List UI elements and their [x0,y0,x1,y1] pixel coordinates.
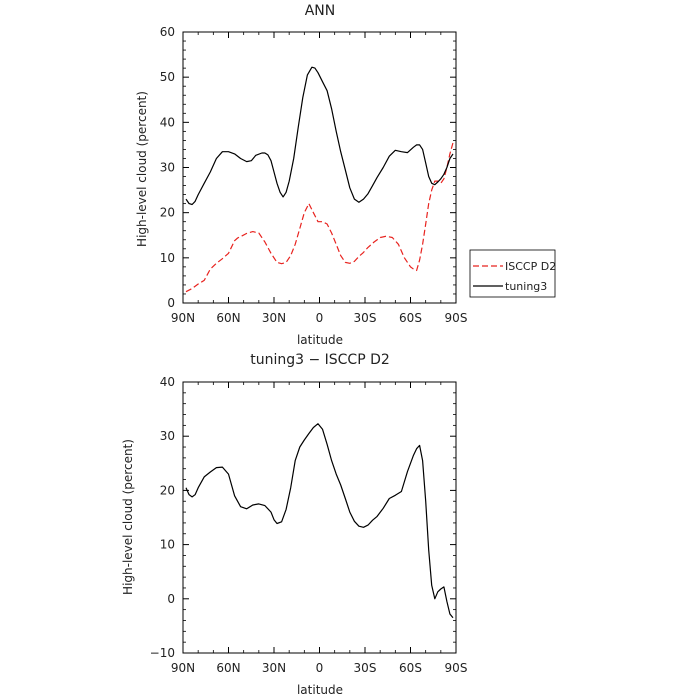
bottom-chart-panel: tuning3 − ISCCP D2 90N 60N 30N 0 30S 60S 90S −1… [121,352,467,697]
top-axis-ticks: 90N 60N 30N 0 30S 60S 90S 0 10 20 30 40 50 60 [160,25,468,325]
y-tick-label: 40 [160,115,175,129]
bottom-x-axis-label: latitude [297,683,343,697]
legend-box [469,249,556,298]
x-tick-label: 60S [399,311,422,325]
x-tick-label: 30S [354,311,377,325]
x-tick-label: 30S [354,661,377,675]
top-y-axis-label: High-level cloud (percent) [135,91,149,247]
y-tick-label: 20 [160,206,175,220]
bottom-chart-title: tuning3 − ISCCP D2 [250,352,390,368]
y-tick-label: 30 [160,429,175,443]
y-tick-label: 20 [160,483,175,497]
y-tick-label: 30 [160,161,175,175]
y-tick-label: 0 [167,592,175,606]
bottom-y-axis-label: High-level cloud (percent) [121,439,135,595]
bottom-axis-ticks: 90N 60N 30N 0 30S 60S 90S −10 0 10 20 30 40 [150,375,468,675]
x-tick-label: 60N [216,661,240,675]
series-line-tuning3 [185,66,454,206]
top-chart-panel: ANN 90N 60N 30N 0 30S 60S 90S 0 10 20 30 40 50 60 lat… [135,3,556,347]
y-tick-label: 10 [160,251,175,265]
y-tick-label: −10 [150,646,175,660]
x-tick-label: 60S [399,661,422,675]
x-tick-label: 30N [262,661,286,675]
bottom-plot-frame [182,381,457,654]
series-line-difference [185,423,454,619]
y-tick-label: 10 [160,538,175,552]
y-tick-label: 40 [160,375,175,389]
x-tick-label: 0 [316,661,324,675]
x-tick-label: 90S [445,311,468,325]
x-tick-label: 90N [171,661,195,675]
legend-label-isccp: ISCCP D2 [505,260,556,273]
top-chart-title: ANN [305,3,336,19]
top-x-axis-label: latitude [297,333,343,347]
x-tick-label: 90S [445,661,468,675]
y-tick-label: 0 [167,296,175,310]
top-plot-frame [182,31,457,304]
legend: ISCCP D2 tuning3 [469,249,556,298]
x-tick-label: 0 [316,311,324,325]
top-series-group [185,66,454,293]
y-tick-label: 50 [160,70,175,84]
legend-label-tuning3: tuning3 [505,280,547,293]
series-line-isccp-d2 [185,142,454,293]
y-tick-label: 60 [160,25,175,39]
bottom-series-group [185,423,454,619]
x-tick-label: 30N [262,311,286,325]
x-tick-label: 90N [171,311,195,325]
x-tick-label: 60N [216,311,240,325]
